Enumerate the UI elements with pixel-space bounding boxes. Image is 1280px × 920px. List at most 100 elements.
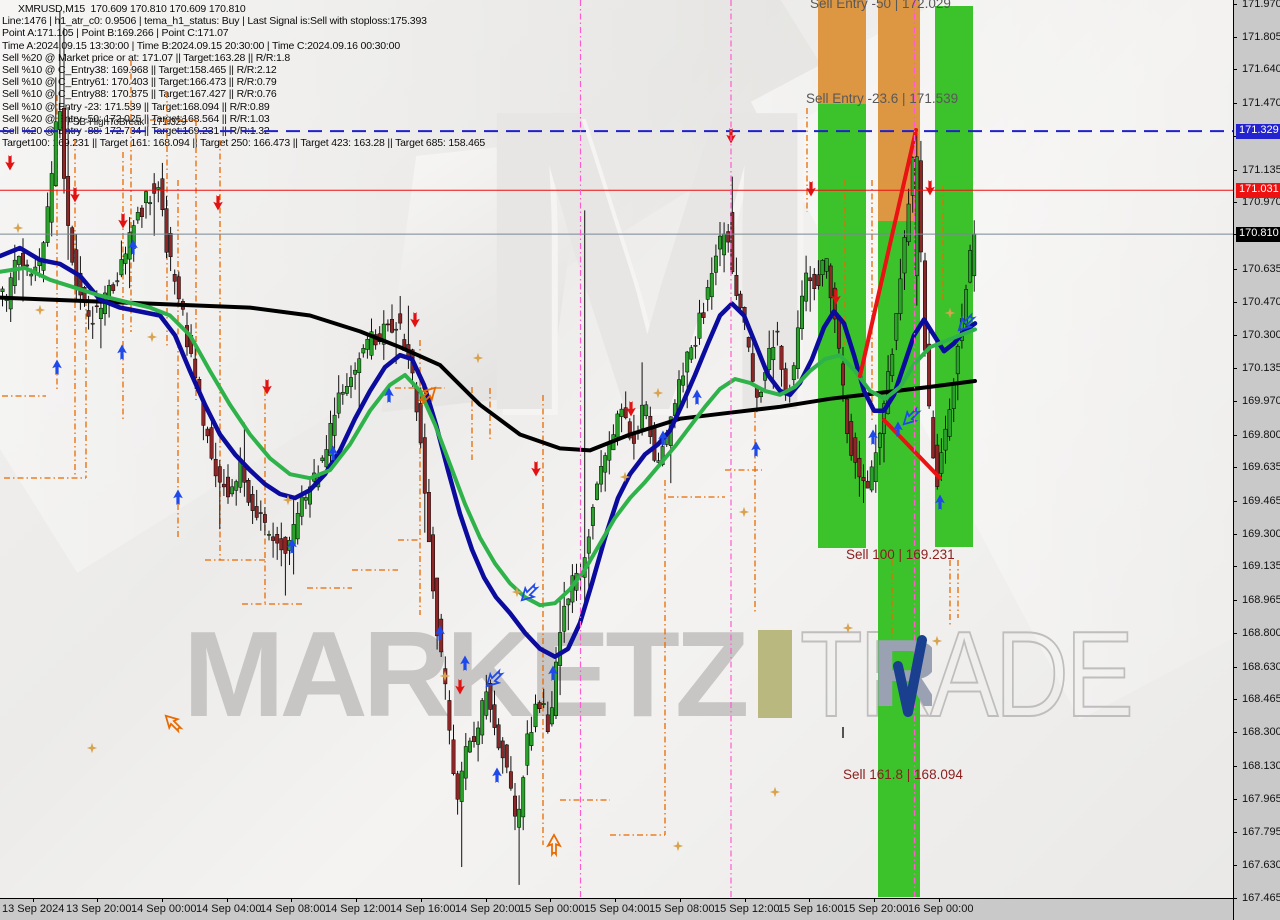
price-tick-label: 169.635 [1242, 461, 1280, 474]
vertical-session-lines [579, 0, 916, 898]
sell-arrow-icon [626, 401, 636, 417]
price-tick [1233, 600, 1237, 602]
price-tick-label: 169.300 [1242, 527, 1280, 540]
price-axis[interactable]: 171.970171.805171.640171.470171.305171.1… [1233, 0, 1280, 920]
brand-watermark-marketz: MARKETZ [183, 606, 749, 742]
time-tick-label: 16 Sep 00:00 [908, 903, 974, 915]
fib-star-icon [619, 471, 631, 483]
time-tick [745, 898, 746, 902]
time-tick-label: 14 Sep 20:00 [455, 903, 521, 915]
price-tick [1233, 765, 1237, 767]
buy-arrow-icon [435, 625, 445, 641]
sell-entry-236-label[interactable]: Sell Entry -23.6 | 171.539 [806, 91, 959, 106]
hollow-arrow-icon [957, 312, 977, 332]
price-tick [1233, 400, 1237, 402]
hollow-arrow-icon [485, 668, 505, 688]
brand-logo-v-check [893, 635, 927, 717]
price-tick [1233, 4, 1237, 5]
time-tick [874, 898, 875, 902]
buy-arrow-icon [173, 489, 183, 505]
sell-arrow-icon [455, 679, 465, 695]
price-tick [1233, 368, 1237, 370]
time-tick [291, 898, 292, 902]
sell-arrow-icon [531, 461, 541, 477]
price-tick [1233, 632, 1237, 634]
price-badge: 170.810 [1236, 227, 1280, 243]
price-tick-label: 171.470 [1242, 97, 1280, 110]
fib-star-icon [12, 222, 24, 234]
time-tick-label: 13 Sep 2024 [2, 903, 65, 915]
time-tick-label: 13 Sep 20:00 [66, 903, 132, 915]
sell-arrow-icon [70, 187, 80, 203]
time-tick-label: 15 Sep 08:00 [649, 903, 715, 915]
price-tick-label: 169.135 [1242, 560, 1280, 573]
price-tick [1233, 699, 1237, 701]
price-tick-label: 171.640 [1242, 63, 1280, 76]
fib-star-icon [282, 494, 294, 506]
buy-arrow-icon [384, 387, 394, 403]
fib-star-icon [769, 786, 781, 798]
trade-zones [818, 0, 973, 897]
buy-arrow-icon [658, 430, 668, 446]
price-tick [1233, 135, 1237, 137]
price-tick-label: 170.135 [1242, 362, 1280, 375]
price-tick [1233, 832, 1237, 834]
price-tick [1233, 234, 1237, 236]
time-tick [33, 898, 34, 902]
stop-channel-dashed [2, 60, 959, 845]
fib-star-icon [842, 622, 854, 634]
sell-arrow-icon [806, 181, 816, 197]
time-tick [421, 898, 422, 902]
fib-star-icon [472, 352, 484, 364]
price-tick [1233, 467, 1237, 469]
price-tick-label: 168.965 [1242, 594, 1280, 607]
hollow-arrow-icon [520, 582, 540, 602]
info-line: Time A:2024.09.15 13:30:00 | Time B:2024… [2, 39, 400, 52]
price-tick [1233, 500, 1237, 502]
price-tick-label: 167.795 [1242, 826, 1280, 839]
fsb-level-label[interactable]: FSB-HighToBreak | 171.329 [67, 117, 187, 128]
price-tick-label: 169.970 [1242, 394, 1280, 407]
price-tick [1233, 301, 1237, 303]
fib-star-icon [944, 307, 956, 319]
buy-arrow-icon [492, 767, 502, 783]
time-tick-label: 14 Sep 16:00 [390, 903, 456, 915]
price-tick [1233, 566, 1237, 568]
time-tick [809, 898, 810, 902]
buy-arrow-icon [52, 359, 62, 375]
info-line: Point A:171.105 | Point B:169.266 | Poin… [2, 27, 229, 40]
fib-star-icon [86, 742, 98, 754]
price-tick-label: 170.635 [1242, 262, 1280, 275]
price-tick-label: 171.970 [1242, 0, 1280, 10]
price-tick [1233, 798, 1237, 800]
time-tick-label: 14 Sep 08:00 [260, 903, 326, 915]
price-tick-label: 167.630 [1242, 859, 1280, 872]
price-tick [1233, 434, 1237, 436]
fib-star-icon [511, 586, 523, 598]
price-tick-label: 169.800 [1242, 428, 1280, 441]
time-tick-label: 15 Sep 00:00 [519, 903, 585, 915]
info-line: XMRUSD,M15 170.609 170.810 170.609 170.8… [18, 3, 246, 15]
price-tick [1233, 666, 1237, 668]
hollow-arrow-icon [902, 406, 922, 426]
time-tick [550, 898, 551, 902]
sell-entry-50-label[interactable]: Sell Entry -50 | 172.029 [810, 0, 951, 11]
time-axis[interactable]: 13 Sep 2024 13 Sep 20:00 14 Sep 00:00 14 Se… [0, 898, 1233, 920]
buy-arrow-icon [751, 441, 761, 457]
price-tick [1233, 335, 1237, 337]
fib-star-icon [931, 635, 943, 647]
fib-star-icon [672, 840, 684, 852]
price-tick [1233, 36, 1237, 38]
sell-100-target-label[interactable]: Sell 100 | 169.231 [846, 547, 955, 562]
sell-1618-target-label[interactable]: Sell 161.8 | 168.094 [843, 767, 963, 782]
sell-arrow-icon [831, 289, 841, 305]
price-tick-label: 168.465 [1242, 693, 1280, 706]
price-tick [1233, 897, 1237, 899]
price-tick-label: 167.965 [1242, 792, 1280, 805]
medium_ma_navy [0, 245, 978, 659]
buy-arrow-icon [868, 429, 878, 445]
buy-arrow-icon [692, 389, 702, 405]
fib-star-icon [146, 331, 158, 343]
